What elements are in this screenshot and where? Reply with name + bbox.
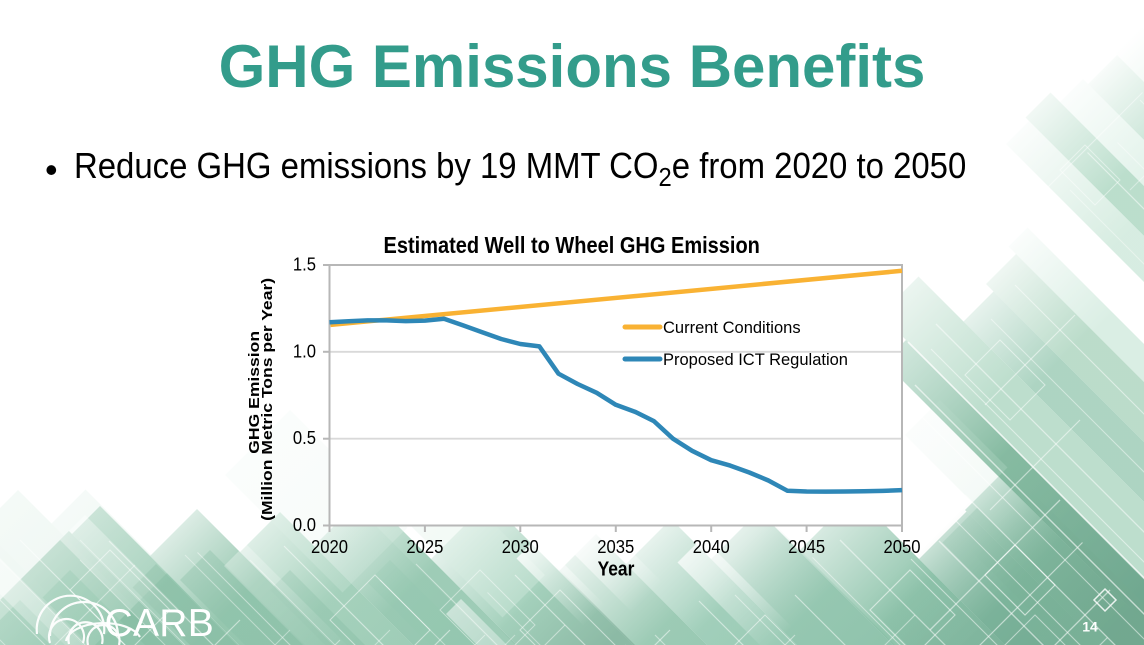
svg-text:GHG Emission: GHG Emission [247, 331, 262, 454]
svg-text:Estimated Well to Wheel GHG Em: Estimated Well to Wheel GHG Emission [384, 231, 760, 258]
svg-text:2035: 2035 [597, 536, 634, 557]
svg-text:14: 14 [1082, 619, 1098, 635]
svg-text:Proposed ICT Regulation: Proposed ICT Regulation [663, 351, 848, 369]
svg-text:Current Conditions: Current Conditions [663, 319, 801, 337]
svg-text:CARB: CARB [105, 602, 215, 645]
svg-text:2025: 2025 [406, 536, 443, 557]
svg-text:2045: 2045 [788, 536, 825, 557]
svg-text:2050: 2050 [884, 536, 921, 557]
svg-text:2020: 2020 [311, 536, 348, 557]
svg-text:0.0: 0.0 [293, 514, 316, 535]
svg-text:(Million Metric Tons per Year): (Million Metric Tons per Year) [260, 278, 275, 521]
svg-text:1.0: 1.0 [293, 340, 316, 361]
svg-text:Year: Year [598, 557, 635, 579]
svg-text:2030: 2030 [502, 536, 539, 557]
svg-text:1.5: 1.5 [293, 254, 316, 275]
svg-text:0.5: 0.5 [293, 427, 316, 448]
svg-text:2040: 2040 [693, 536, 730, 557]
